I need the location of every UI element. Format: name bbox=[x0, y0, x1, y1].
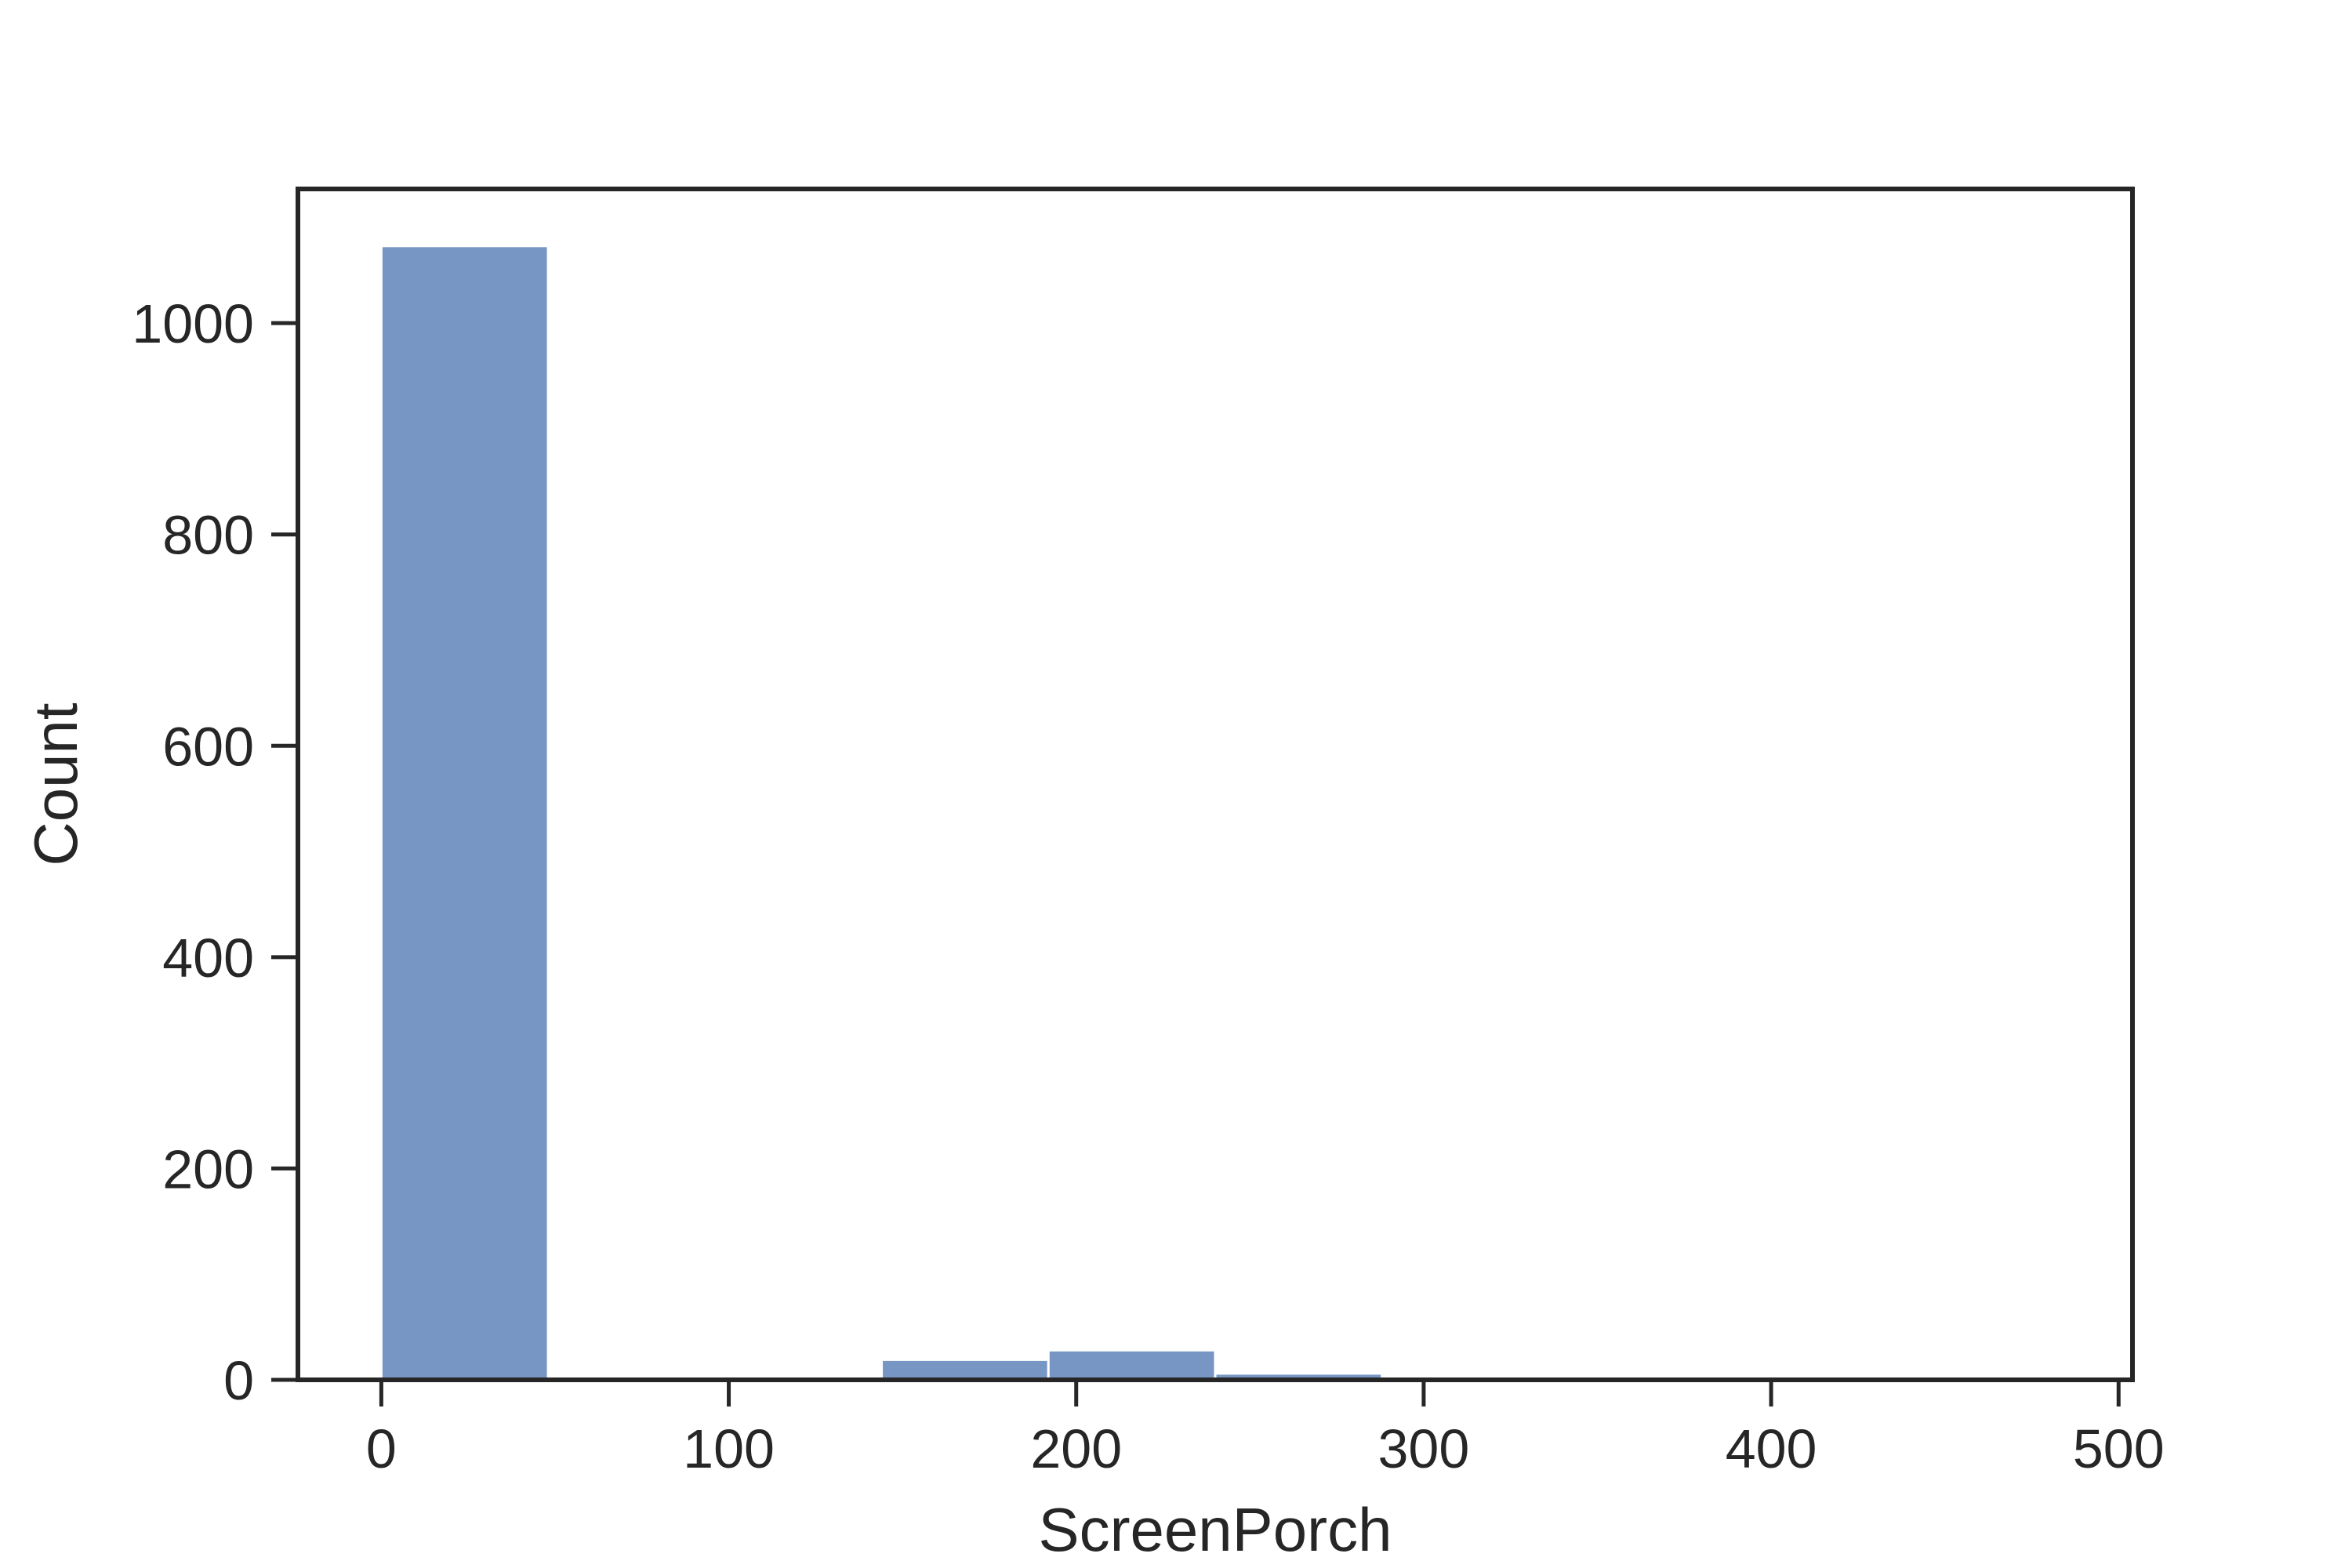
x-tick-label-5: 500 bbox=[2073, 1418, 2165, 1479]
y-tick-label-5: 1000 bbox=[132, 293, 254, 354]
histogram-bar-3 bbox=[880, 1358, 1050, 1381]
plot-frame bbox=[296, 187, 2135, 1382]
ticks-layer: 0 100 200 300 400 500 0 200 400 600 800 1000 bbox=[132, 293, 2164, 1479]
x-axis-label: ScreenPorch bbox=[1039, 1495, 1392, 1564]
x-tick-label-3: 300 bbox=[1378, 1418, 1470, 1479]
histogram-bar-4 bbox=[1047, 1348, 1217, 1381]
histogram-bar-0 bbox=[379, 245, 550, 1381]
y-tick-label-4: 800 bbox=[162, 505, 254, 566]
bars-layer bbox=[379, 245, 2051, 1381]
y-tick-label-1: 200 bbox=[162, 1138, 254, 1200]
y-tick-label-2: 400 bbox=[162, 927, 254, 989]
x-tick-label-2: 200 bbox=[1030, 1418, 1122, 1479]
y-axis-label: Count bbox=[21, 702, 90, 866]
x-tick-label-4: 400 bbox=[1726, 1418, 1817, 1479]
x-tick-label-1: 100 bbox=[683, 1418, 775, 1479]
x-tick-label-0: 0 bbox=[366, 1418, 397, 1479]
y-tick-label-0: 0 bbox=[223, 1350, 254, 1411]
y-tick-label-3: 600 bbox=[162, 716, 254, 777]
